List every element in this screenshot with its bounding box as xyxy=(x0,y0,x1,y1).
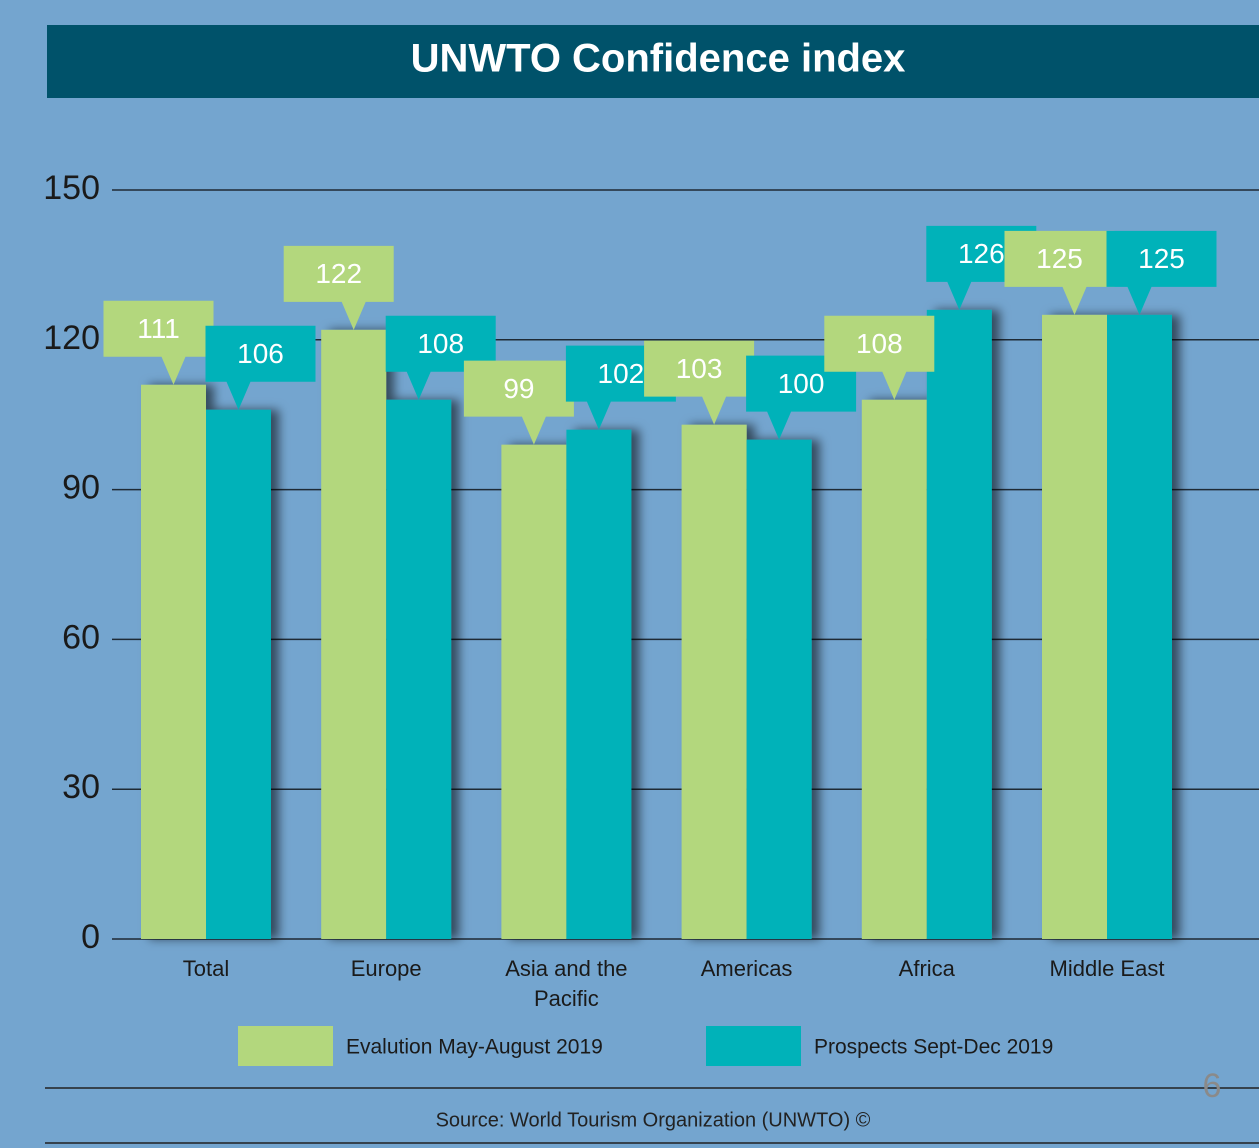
callout xyxy=(103,300,214,385)
callout xyxy=(205,325,316,410)
callout xyxy=(385,315,496,400)
callout xyxy=(824,315,935,400)
callout xyxy=(463,360,574,445)
callout xyxy=(1106,230,1217,315)
data-label: 125 xyxy=(1138,243,1185,274)
data-label: 111 xyxy=(137,313,180,344)
bar xyxy=(681,424,747,940)
y-tick-label: 90 xyxy=(62,469,100,507)
bars xyxy=(141,309,1172,940)
bar xyxy=(321,329,387,939)
data-label: 103 xyxy=(676,353,723,384)
bar xyxy=(206,409,271,939)
data-label: 100 xyxy=(778,368,825,399)
data-label: 106 xyxy=(237,338,284,369)
data-label: 126 xyxy=(958,238,1005,269)
bar xyxy=(386,399,452,940)
y-tick-label: 60 xyxy=(62,618,100,656)
legend-swatch xyxy=(706,1026,801,1066)
chart-title: UNWTO Confidence index xyxy=(411,37,906,81)
page-number: 6 xyxy=(1203,1067,1222,1105)
x-tick-label: Asia and the Pacific xyxy=(505,956,628,1011)
y-tick-label: 120 xyxy=(43,319,100,357)
x-tick-label: Africa xyxy=(898,956,955,981)
data-label: 99 xyxy=(503,373,534,404)
callout xyxy=(644,340,755,425)
bar xyxy=(141,384,206,939)
callout xyxy=(283,245,394,330)
x-tick-label: Middle East xyxy=(1049,956,1165,981)
bar xyxy=(566,429,632,939)
y-tick-label: 0 xyxy=(81,918,100,956)
bar xyxy=(501,444,567,939)
callout xyxy=(1004,230,1115,315)
bar xyxy=(1107,314,1172,939)
bar xyxy=(1042,314,1107,939)
data-label: 108 xyxy=(417,328,464,359)
bar xyxy=(861,399,927,940)
y-tick-label: 150 xyxy=(43,169,100,207)
data-label: 102 xyxy=(598,358,645,389)
x-tick-label: Americas xyxy=(700,956,793,981)
data-label: 108 xyxy=(856,328,903,359)
legend-swatch xyxy=(238,1026,333,1066)
source: Source: World Tourism Organization (UNWT… xyxy=(436,1109,871,1131)
legend-label: Prospects Sept-Dec 2019 xyxy=(814,1036,1053,1059)
y-tick-label: 30 xyxy=(62,768,100,806)
callout xyxy=(746,355,857,440)
labels: 111 106 122 108 99 102 103 100 108 126 125 125 xyxy=(103,225,1217,445)
bar xyxy=(746,439,812,939)
legend-label: Evalution May-August 2019 xyxy=(346,1036,603,1059)
x-tick-label: Total xyxy=(182,956,230,981)
title-bar xyxy=(47,25,1259,98)
data-label: 125 xyxy=(1036,243,1083,274)
data-label: 122 xyxy=(315,258,362,289)
bar xyxy=(926,309,992,940)
x-tick-label: Europe xyxy=(350,956,422,981)
